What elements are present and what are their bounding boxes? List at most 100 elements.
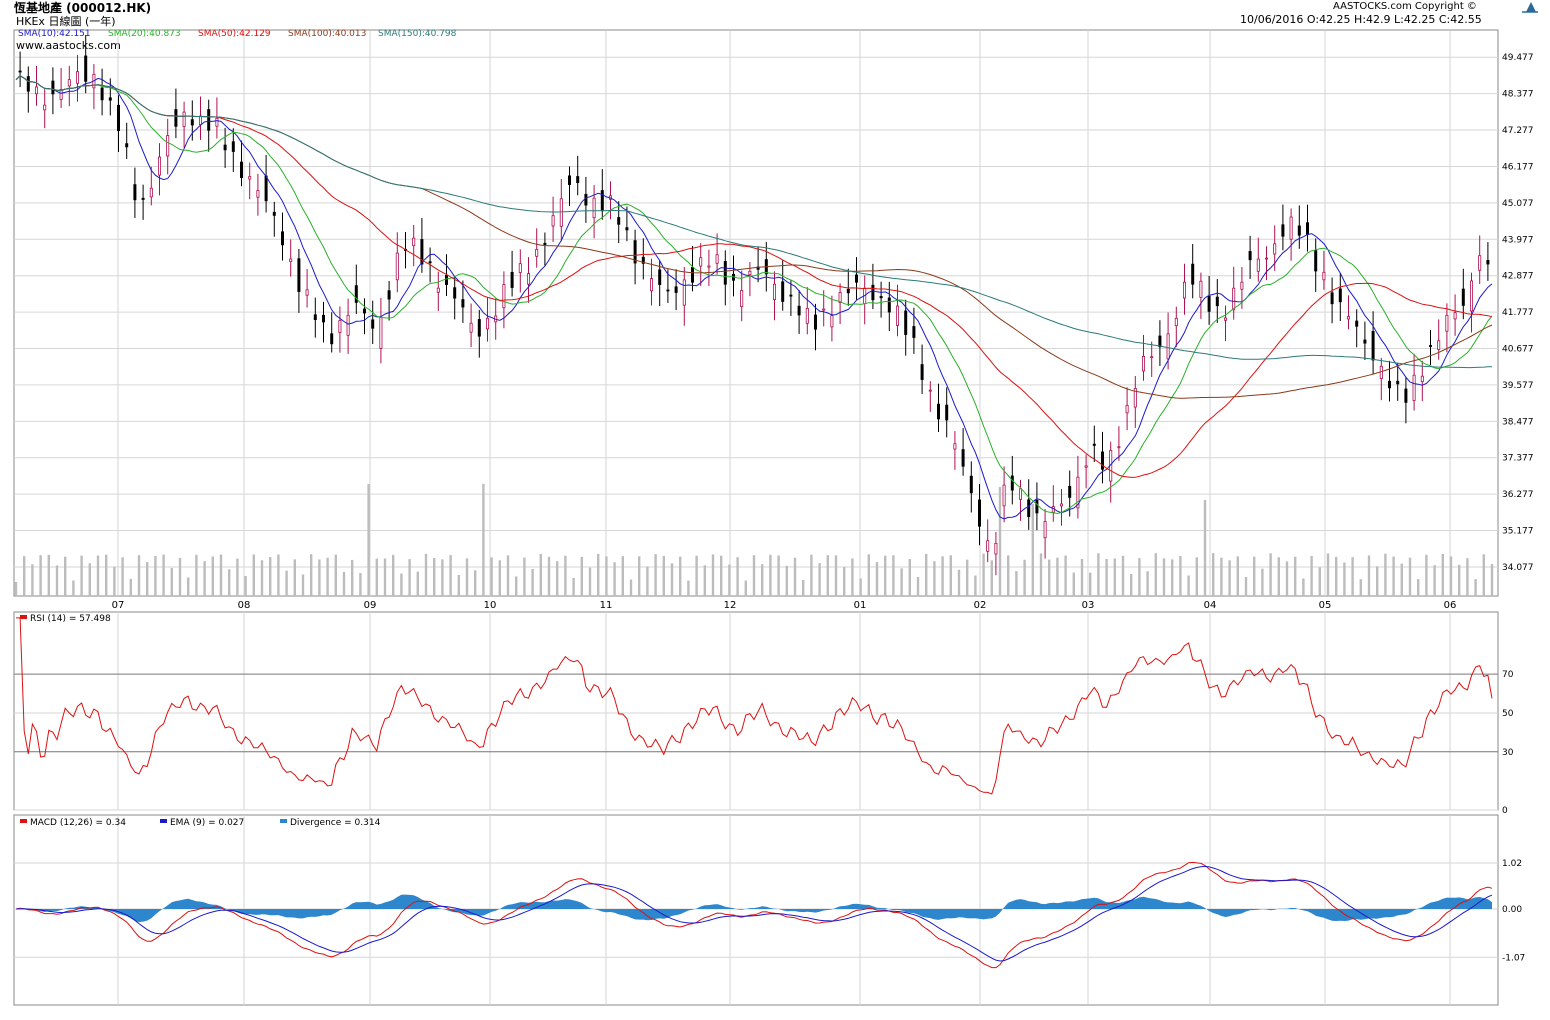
y-tick-label: 39.577 xyxy=(1502,381,1534,391)
candle-body xyxy=(1183,281,1187,299)
volume-bar xyxy=(367,483,370,596)
candle-body xyxy=(321,314,325,323)
candle-body xyxy=(1142,355,1146,372)
volume-bar xyxy=(88,563,91,596)
candle-body xyxy=(1273,243,1277,255)
macd-tick-label: 0.00 xyxy=(1502,905,1522,915)
candle-body xyxy=(453,287,457,299)
candle-body xyxy=(18,70,22,73)
candle-body xyxy=(477,319,481,337)
candle-body xyxy=(830,315,834,328)
volume-bar xyxy=(1171,559,1174,596)
volume-bar xyxy=(826,555,829,596)
candle-body xyxy=(682,279,686,306)
candle-body xyxy=(436,287,440,293)
volume-bar xyxy=(1326,553,1330,596)
candle-body xyxy=(625,227,629,231)
candle-body xyxy=(1060,503,1064,507)
volume-bar xyxy=(1490,564,1494,596)
candle-body xyxy=(666,289,670,292)
volume-bar xyxy=(342,572,346,596)
volume-bar xyxy=(31,564,34,596)
volume-bar xyxy=(761,564,764,596)
candle-body xyxy=(469,322,473,333)
volume-bar xyxy=(285,570,288,596)
candle-body xyxy=(289,258,293,262)
volume-bar xyxy=(613,562,616,596)
candle-body xyxy=(1010,475,1014,491)
candles xyxy=(18,34,1490,576)
candle-body xyxy=(461,299,465,308)
candle-body xyxy=(1043,521,1047,539)
y-tick-label: 45.077 xyxy=(1502,199,1534,209)
volume-bar xyxy=(457,574,460,596)
candle-body xyxy=(239,161,243,179)
candle-body xyxy=(444,274,448,285)
volume-bar xyxy=(810,554,813,596)
legend-sma100: SMA(100):40.013 xyxy=(288,29,366,39)
volume-bar xyxy=(1400,563,1403,596)
candle-body xyxy=(715,254,719,264)
candle-body xyxy=(1478,255,1482,271)
x-tick-label: 12 xyxy=(724,600,737,611)
volume-bar xyxy=(129,578,132,596)
volume-bars xyxy=(14,483,1494,596)
volume-bar xyxy=(752,555,756,596)
legend-rsi: RSI (14) = 57.498 xyxy=(30,614,111,624)
candle-body xyxy=(928,389,932,392)
y-tick-label: 48.377 xyxy=(1502,90,1534,100)
volume-bar xyxy=(1417,579,1420,596)
macd-series xyxy=(15,861,1493,969)
y-tick-label: 42.877 xyxy=(1502,272,1534,282)
candle-body xyxy=(174,109,178,127)
volume-bar xyxy=(1318,567,1321,596)
candle-body xyxy=(256,190,260,198)
candle-body xyxy=(945,404,949,421)
candle-body xyxy=(814,314,818,330)
volume-bar xyxy=(1072,572,1075,596)
volume-bar xyxy=(1146,571,1149,596)
volume-bar xyxy=(1056,557,1059,596)
candle-body xyxy=(1330,292,1334,305)
website-label: www.aastocks.com xyxy=(16,39,121,52)
legend-divergence-swatch xyxy=(280,819,287,823)
volume-bar xyxy=(424,553,428,596)
price-panel xyxy=(13,29,1499,597)
legend-rsi-swatch xyxy=(20,615,27,619)
volume-bar xyxy=(900,568,903,596)
x-tick-label: 09 xyxy=(364,600,377,611)
volume-bar xyxy=(293,559,296,596)
candle-body xyxy=(1232,287,1236,311)
candle-body xyxy=(1281,224,1285,237)
x-tick-label: 06 xyxy=(1444,600,1457,611)
candle-body xyxy=(1150,356,1154,359)
volume-bar xyxy=(670,563,674,596)
volume-bar xyxy=(1113,558,1116,596)
volume-bar xyxy=(1367,555,1371,596)
volume-bar xyxy=(465,558,469,596)
candle-body xyxy=(920,364,924,380)
volume-bar xyxy=(1031,504,1034,596)
volume-bar xyxy=(490,557,493,596)
candle-body xyxy=(264,175,268,202)
volume-bar xyxy=(1449,556,1453,596)
volume-bar xyxy=(1376,566,1379,596)
volume-bar xyxy=(1294,556,1297,596)
candle-body xyxy=(789,294,793,297)
volume-bar xyxy=(1187,575,1190,596)
volume-bar xyxy=(662,556,665,596)
y-tick-label: 34.077 xyxy=(1502,563,1534,573)
candle-body xyxy=(1461,288,1465,306)
volume-bar xyxy=(64,556,67,596)
volume-bar xyxy=(1220,557,1223,596)
volume-bar xyxy=(1212,553,1215,596)
y-tick-label: 47.277 xyxy=(1502,126,1534,136)
volume-bar xyxy=(121,557,124,596)
candle-body xyxy=(198,115,202,126)
volume-bar xyxy=(646,566,649,596)
volume-bar xyxy=(843,567,846,596)
candle-body xyxy=(576,176,580,183)
candle-body xyxy=(67,79,71,87)
candle-body xyxy=(592,197,596,219)
rsi-tick-label: 30 xyxy=(1502,748,1514,758)
